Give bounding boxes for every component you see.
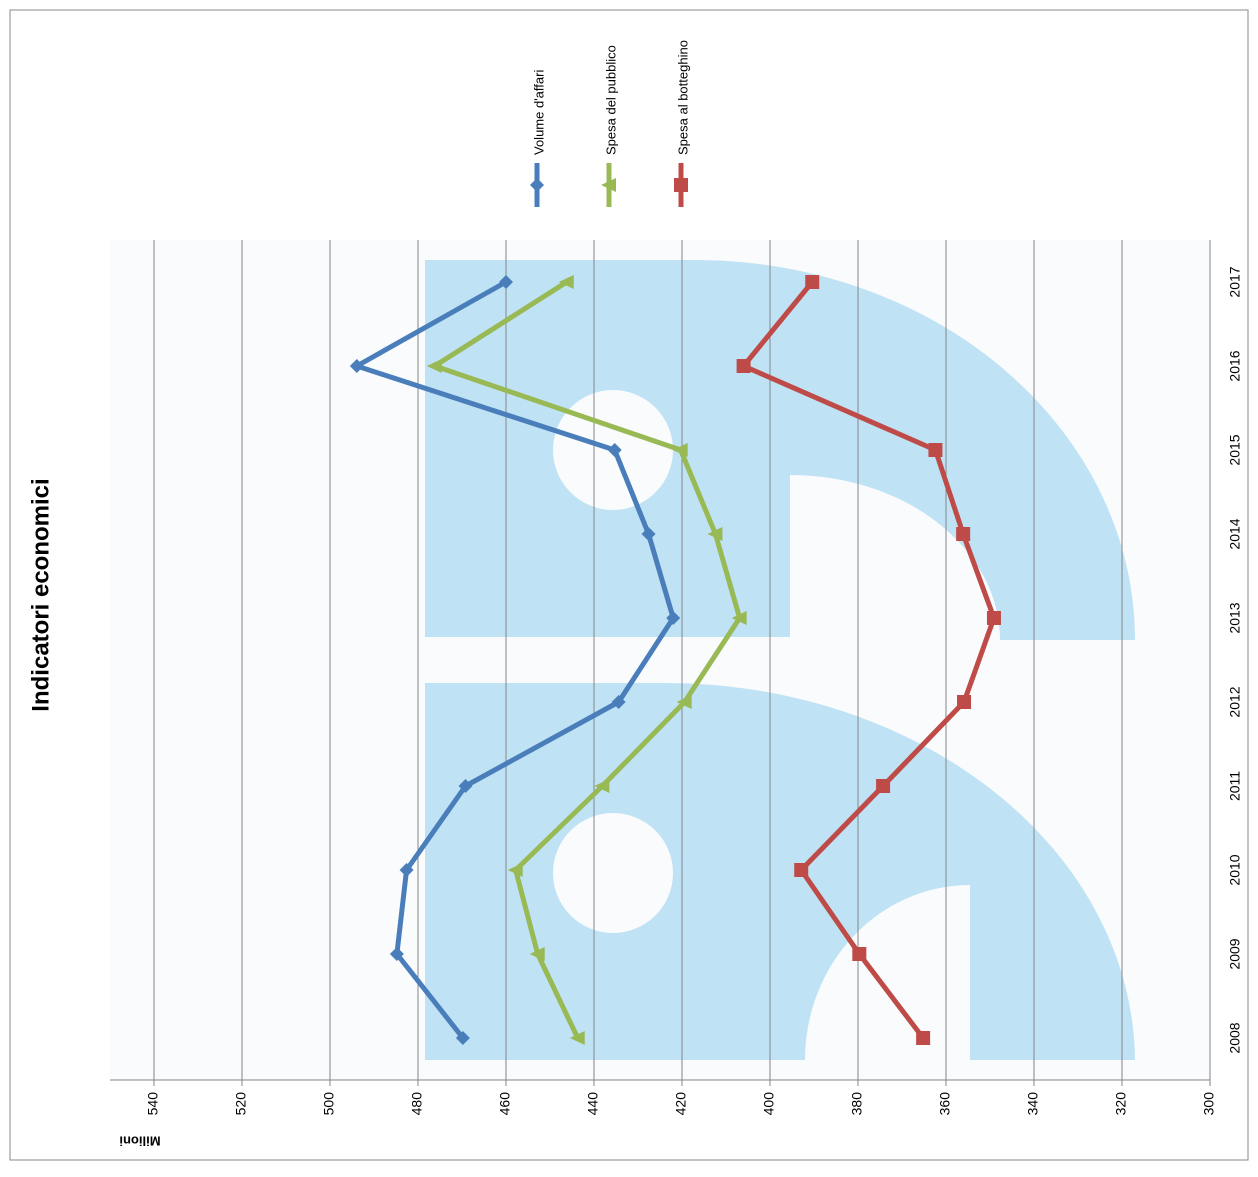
marker bbox=[736, 359, 751, 373]
marker bbox=[986, 611, 1001, 625]
value-tick-label: 340 bbox=[1025, 1092, 1041, 1116]
value-tick-label: 520 bbox=[233, 1092, 249, 1116]
marker bbox=[707, 527, 723, 541]
marker bbox=[601, 178, 616, 192]
category-label: 2009 bbox=[1227, 938, 1243, 969]
category-label: 2008 bbox=[1227, 1022, 1243, 1053]
marker bbox=[389, 947, 404, 961]
marker bbox=[458, 779, 473, 793]
marker bbox=[666, 611, 681, 625]
value-tick-label: 460 bbox=[497, 1092, 513, 1116]
marker bbox=[956, 527, 971, 541]
value-tick-label: 360 bbox=[937, 1092, 953, 1116]
value-tick-label: 300 bbox=[1201, 1092, 1217, 1116]
marker bbox=[672, 443, 688, 457]
marker bbox=[794, 863, 809, 877]
marker bbox=[641, 527, 656, 541]
category-label: 2015 bbox=[1227, 434, 1243, 465]
marker bbox=[399, 863, 414, 877]
marker bbox=[607, 443, 622, 457]
marker bbox=[569, 1031, 585, 1045]
category-label: 2010 bbox=[1227, 854, 1243, 885]
chart-title: Indicatori economici bbox=[27, 478, 54, 711]
legend-label: Spesa al botteghino bbox=[675, 40, 690, 155]
marker bbox=[852, 947, 867, 961]
marker bbox=[507, 863, 523, 877]
category-label: 2017 bbox=[1227, 266, 1243, 297]
category-label: 2014 bbox=[1227, 518, 1243, 549]
value-tick-label: 480 bbox=[409, 1092, 425, 1116]
value-tick-label: 540 bbox=[145, 1092, 161, 1116]
marker bbox=[731, 611, 747, 625]
category-label: 2016 bbox=[1227, 350, 1243, 381]
value-tick-label: 440 bbox=[585, 1092, 601, 1116]
marker bbox=[611, 695, 626, 709]
category-label: 2011 bbox=[1227, 771, 1243, 801]
marker bbox=[558, 275, 574, 289]
value-tick-label: 500 bbox=[321, 1092, 337, 1116]
series-line bbox=[354, 279, 676, 1040]
marker bbox=[594, 779, 610, 793]
marker bbox=[674, 178, 688, 192]
marker bbox=[349, 359, 364, 373]
axis-title: Milioni bbox=[119, 1134, 160, 1149]
marker bbox=[529, 947, 545, 961]
marker bbox=[499, 275, 513, 289]
series-line bbox=[432, 279, 743, 1040]
marker bbox=[530, 178, 544, 192]
marker bbox=[676, 695, 692, 709]
category-label: 2012 bbox=[1227, 686, 1243, 717]
marker bbox=[957, 695, 972, 709]
value-tick-label: 420 bbox=[673, 1092, 689, 1116]
marker bbox=[426, 359, 442, 373]
marker bbox=[928, 443, 943, 457]
marker bbox=[805, 275, 820, 289]
legend-label: Volume d'affari bbox=[531, 70, 546, 155]
legend-label: Spesa del pubblico bbox=[603, 45, 618, 155]
watermark bbox=[425, 260, 1136, 1060]
value-tick-label: 380 bbox=[849, 1092, 865, 1116]
marker bbox=[876, 779, 891, 793]
category-label: 2013 bbox=[1227, 602, 1243, 633]
marker bbox=[916, 1031, 931, 1045]
series-line bbox=[741, 280, 997, 1040]
marker bbox=[455, 1031, 470, 1045]
value-tick-label: 400 bbox=[761, 1092, 777, 1116]
value-tick-label: 320 bbox=[1113, 1092, 1129, 1116]
